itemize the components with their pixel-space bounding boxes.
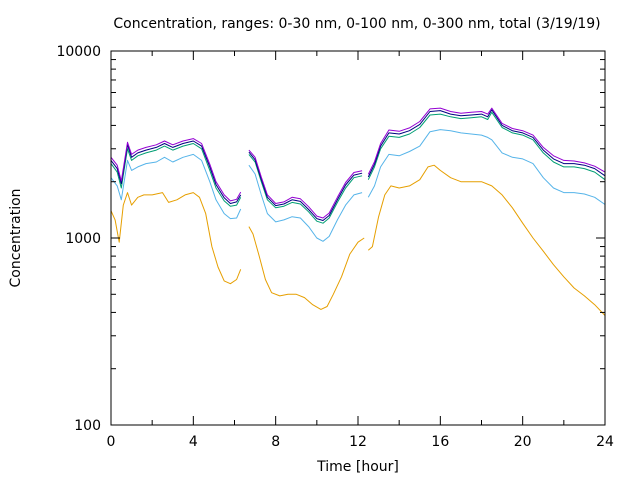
series-line xyxy=(248,151,363,221)
series-line xyxy=(367,107,606,175)
y-tick-label: 1000 xyxy=(65,231,101,247)
y-tick-label: 100 xyxy=(74,418,101,434)
series-line xyxy=(110,192,242,285)
series-line xyxy=(367,164,606,316)
series-1 xyxy=(110,164,606,316)
series-line xyxy=(248,154,363,224)
x-tick-label: 0 xyxy=(107,434,116,450)
x-axis-label: Time [hour] xyxy=(316,459,399,475)
series-5 xyxy=(110,107,606,219)
series-line xyxy=(248,149,363,219)
series-layer xyxy=(110,107,606,316)
plot-frame xyxy=(110,50,606,426)
x-tick-label: 16 xyxy=(431,434,449,450)
series-2 xyxy=(110,129,606,242)
series-line xyxy=(110,138,242,202)
series-3 xyxy=(110,111,606,224)
y-axis-label: Concentration xyxy=(8,188,24,287)
series-line xyxy=(367,129,606,205)
tick-layer: 0 4 8 12 16 20 24 100 1000 10000 xyxy=(56,44,614,450)
x-tick-label: 24 xyxy=(596,434,614,450)
series-line xyxy=(367,111,606,181)
x-tick-label: 8 xyxy=(271,434,280,450)
series-line xyxy=(248,226,365,310)
series-line xyxy=(367,109,606,178)
series-line xyxy=(110,153,242,220)
x-tick-label: 12 xyxy=(349,434,367,450)
series-line xyxy=(110,143,242,207)
x-tick-label: 20 xyxy=(514,434,532,450)
chart-title: Concentration, ranges: 0-30 nm, 0-100 nm… xyxy=(113,16,600,32)
series-line xyxy=(248,164,363,242)
y-tick-label: 10000 xyxy=(56,44,101,60)
series-4 xyxy=(110,109,606,221)
x-tick-label: 4 xyxy=(189,434,198,450)
